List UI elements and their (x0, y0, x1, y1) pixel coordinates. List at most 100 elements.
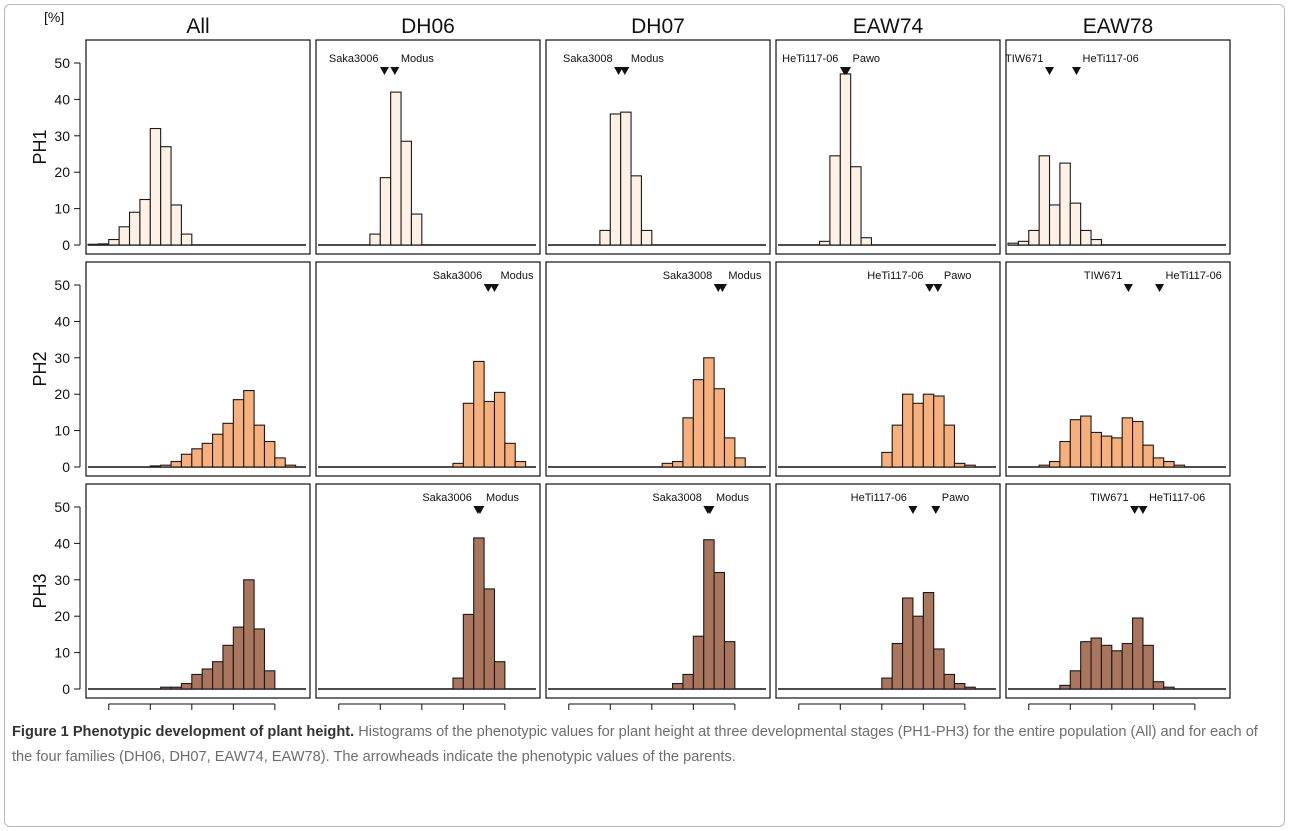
histogram-bar (191, 673, 203, 690)
y-tick-label: 40 (54, 91, 70, 107)
histogram-bar (1142, 444, 1154, 468)
histogram-bar (964, 464, 976, 468)
histogram-bar (473, 537, 485, 690)
parent-arrowhead-marker (1130, 506, 1140, 514)
histogram-bar (672, 682, 684, 690)
panel-frame (775, 483, 1001, 699)
panel-frame (545, 39, 771, 255)
parent-label: TIW671 (1005, 53, 1044, 65)
parent-arrowhead-marker (1123, 284, 1133, 292)
histogram-bar (1069, 202, 1082, 246)
y-tick-label: 30 (54, 128, 70, 144)
histogram-bar (703, 539, 715, 690)
panel-frame (775, 261, 1001, 477)
histogram-bar (170, 460, 182, 468)
histogram-bar (1069, 419, 1082, 468)
parent-label: HeTi117-06 (1166, 270, 1222, 282)
y-tick-label: 10 (54, 423, 70, 439)
histogram-grid: All DH06 DH07 EAW74 EAW78 PH1 PH2 PH3 [%] 0 10 20 30… (30, 9, 1231, 710)
histogram-bar (661, 462, 674, 468)
histogram-bar (222, 422, 234, 468)
y-tick-label: 50 (54, 55, 70, 71)
parent-arrowhead-marker (908, 506, 918, 514)
histogram-bar (160, 146, 172, 246)
histogram-bar (128, 211, 141, 246)
row-label-ph1: PH1 (30, 129, 50, 164)
histogram-bar (692, 635, 705, 690)
histogram-bar (1163, 686, 1175, 690)
histogram-bar (1173, 464, 1186, 468)
y-tick-label: 50 (54, 499, 70, 515)
parent-label: Modus (401, 53, 435, 65)
histogram-bar (902, 597, 914, 690)
y-tick-label: 40 (54, 535, 70, 551)
parent-arrowhead-marker (1072, 67, 1082, 75)
panel-ph3-dh07: Saka3008Modus406080100120Plant height [c… (545, 483, 771, 710)
parent-label: HeTi117-06 (1083, 53, 1139, 65)
y-tick-label: 0 (62, 237, 70, 253)
panel-ph2-eaw78: TIW671 HeTi117-06 (1005, 261, 1231, 477)
histogram-bar (964, 686, 976, 690)
panel-ph1-all (85, 39, 311, 255)
histogram-bar (1152, 457, 1165, 468)
parent-label: TIW671 (1090, 492, 1129, 504)
histogram-bar (829, 155, 841, 246)
histogram-bar (201, 442, 214, 468)
histogram-bar (1080, 415, 1092, 468)
panel-frame (315, 39, 541, 255)
parent-arrowhead-marker (931, 506, 941, 514)
histogram-bar (222, 644, 234, 690)
histogram-bar (160, 686, 172, 690)
histogram-bar (933, 648, 945, 690)
panel-frame (775, 39, 1001, 255)
histogram-bar (1090, 238, 1102, 246)
column-title-dh07: DH07 (631, 15, 685, 38)
histogram-bar (483, 588, 496, 690)
panel-ph1-dh06: Saka3006 Modus (315, 39, 541, 255)
parent-label: Modus (486, 492, 520, 504)
histogram-bar (1163, 460, 1175, 468)
parent-label: HeTi117-06 (851, 492, 907, 504)
histogram-bar (1152, 681, 1165, 690)
histogram-bar (170, 204, 182, 246)
histogram-bar (692, 379, 705, 468)
histogram-bar (1080, 641, 1092, 690)
parent-label: HeTi117-06 (782, 53, 838, 65)
histogram-bar (713, 571, 726, 690)
parent-arrowhead-marker (620, 67, 630, 75)
y-tick-label: 10 (54, 645, 70, 661)
histogram-bar (410, 213, 423, 246)
histogram-bar (493, 661, 506, 690)
panel-frame (315, 261, 541, 477)
histogram-bar (379, 177, 392, 246)
histogram-bar (850, 166, 862, 246)
histogram-bar (1059, 162, 1071, 246)
panel-frame (1005, 261, 1231, 477)
panel-ph3-eaw74: HeTi117-06Pawo406080100120Plant height [… (775, 483, 1001, 710)
histogram-bar (1059, 684, 1071, 690)
column-title-dh06: DH06 (401, 15, 455, 38)
parent-arrowhead-marker (1155, 284, 1165, 292)
histogram-bar (253, 628, 266, 690)
panel-frame (1005, 483, 1231, 699)
histogram-bar (514, 460, 527, 468)
histogram-bar (160, 464, 172, 468)
parent-arrowhead-marker (842, 67, 852, 75)
figure-frame (4, 4, 1285, 827)
caption-title: Figure 1 Phenotypic development of plant… (12, 724, 355, 740)
histogram-bar (108, 238, 120, 246)
panel-frame (545, 261, 771, 477)
y-tick-label: 30 (54, 572, 70, 588)
row-label-ph2: PH2 (30, 351, 50, 386)
histogram-bar (390, 91, 402, 246)
histogram-bar (1038, 464, 1051, 468)
histogram-bar (462, 402, 475, 468)
histogram-bar (839, 73, 852, 246)
histogram-bar (953, 682, 966, 690)
figure-caption: Figure 1 Phenotypic development of plant… (12, 720, 1280, 770)
parent-label: Modus (631, 53, 665, 65)
histogram-bar (369, 233, 381, 246)
histogram-bar (139, 198, 151, 246)
histogram-bar (1048, 204, 1061, 246)
